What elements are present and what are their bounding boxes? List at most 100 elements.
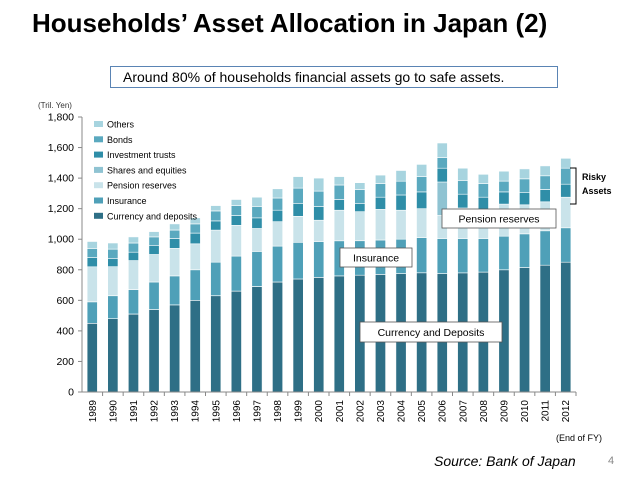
- legend-label: Insurance: [107, 196, 147, 206]
- bar-segment: [210, 210, 222, 222]
- bar-segment: [560, 227, 572, 263]
- bar-segment: [251, 286, 263, 393]
- bar-segment: [436, 238, 448, 274]
- legend-swatch: [94, 182, 103, 189]
- bar-segment: [189, 300, 201, 393]
- bar-segment: [148, 281, 160, 310]
- x-tick-label: 2009: [499, 400, 510, 423]
- bar-segment: [292, 242, 304, 280]
- bar-segment: [292, 187, 304, 204]
- bar-segment: [272, 281, 283, 393]
- legend-label: Others: [107, 120, 135, 130]
- bar-segment: [230, 199, 242, 206]
- legend-label: Shares and equities: [107, 165, 187, 175]
- x-tick-label: 1992: [150, 400, 161, 423]
- bar-segment: [374, 209, 386, 241]
- bar-segment: [107, 242, 119, 250]
- bar-segment: [292, 176, 304, 189]
- bar-segment: [251, 228, 263, 252]
- bar-segment: [416, 191, 428, 210]
- bar-segment: [313, 277, 325, 393]
- y-tick-label: 600: [56, 295, 74, 307]
- bar-segment: [272, 188, 283, 199]
- bar-segment: [539, 165, 551, 177]
- x-tick-label: 1994: [191, 400, 202, 423]
- x-tick-label: 1993: [170, 400, 181, 423]
- bar-segment: [395, 209, 407, 240]
- legend-swatch: [94, 212, 103, 219]
- bar-segment: [251, 196, 263, 207]
- bar-segment: [128, 289, 139, 315]
- bar-segment: [148, 236, 160, 246]
- annotation-insurance-box: [339, 247, 413, 268]
- bar-segment: [189, 217, 201, 225]
- annotation-insurance: Insurance: [353, 253, 399, 265]
- bar-segment: [395, 194, 407, 211]
- bar-segment: [210, 261, 222, 297]
- annotation-risky-line2: Assets: [582, 186, 612, 196]
- bar-segment: [560, 167, 572, 185]
- bar-segment: [148, 254, 160, 283]
- x-tick-label: 2002: [355, 400, 366, 423]
- x-tick-label: 1999: [294, 400, 305, 423]
- bar-segment: [251, 217, 263, 229]
- bar-segment: [107, 258, 119, 268]
- bar-segment: [169, 223, 181, 231]
- bar-segment: [128, 260, 139, 290]
- bar-segment: [169, 275, 181, 306]
- y-tick-label: 200: [56, 356, 74, 368]
- legend-label: Pension reserves: [107, 181, 177, 191]
- bar-segment: [519, 192, 531, 206]
- y-tick-label: 1,000: [48, 234, 74, 246]
- bar-segment: [272, 197, 283, 211]
- bar-segment: [251, 206, 263, 219]
- bar-segment: [416, 164, 428, 177]
- x-tick-label: 2010: [520, 400, 531, 423]
- bar-segment: [395, 170, 407, 182]
- bar-segment: [189, 269, 201, 301]
- bar-segment: [457, 193, 469, 209]
- bar-segment: [354, 189, 366, 204]
- bar-segment: [313, 206, 325, 221]
- bar-segment: [107, 248, 119, 259]
- x-tick-label: 2004: [397, 400, 408, 423]
- bar-segment: [86, 301, 98, 324]
- annotation-currency-box: [359, 321, 503, 343]
- axes-group: 0 200 400 600 800 1,000 1,200 1,400 1,600 1,800 19…: [48, 112, 577, 423]
- y-tick-label: 1,200: [48, 203, 74, 215]
- bar-segment: [560, 196, 572, 229]
- bar-segment: [128, 236, 139, 244]
- bar-segment: [436, 142, 448, 158]
- bar-segment: [519, 168, 531, 180]
- bar-segment: [86, 266, 98, 303]
- bar-segment: [498, 170, 510, 182]
- annotation-currency: Currency and Deposits: [378, 327, 485, 339]
- x-tick-label: 1995: [211, 400, 222, 423]
- bar-segment: [189, 232, 201, 245]
- bar-segment: [230, 290, 242, 393]
- unit-label: (Tril. Yen): [38, 101, 72, 110]
- bar-segment: [313, 177, 325, 192]
- bar-segment: [292, 203, 304, 217]
- bar-segment: [292, 216, 304, 243]
- y-tick-label: 400: [56, 325, 74, 337]
- annotation-risky-line1: Risky: [582, 172, 606, 182]
- page-number: 4: [608, 455, 615, 467]
- x-tick-label: 1996: [232, 400, 243, 423]
- legend-label: Currency and deposits: [107, 211, 198, 221]
- legend-label: Bonds: [107, 135, 133, 145]
- bar-segment: [354, 211, 366, 241]
- bar-segment: [560, 183, 572, 198]
- legend-swatch: [94, 197, 103, 204]
- bar-segment: [272, 209, 283, 222]
- bar-segment: [86, 257, 98, 268]
- bar-segment: [210, 205, 222, 212]
- bar-segment: [477, 196, 489, 210]
- bar-segment: [457, 167, 469, 181]
- bar-segment: [86, 248, 98, 258]
- bar-segment: [128, 242, 139, 253]
- annotation-pension-box: [441, 208, 557, 229]
- bar-segment: [169, 248, 181, 277]
- bar-segment: [148, 309, 160, 393]
- x-tick-label: 1989: [88, 400, 99, 423]
